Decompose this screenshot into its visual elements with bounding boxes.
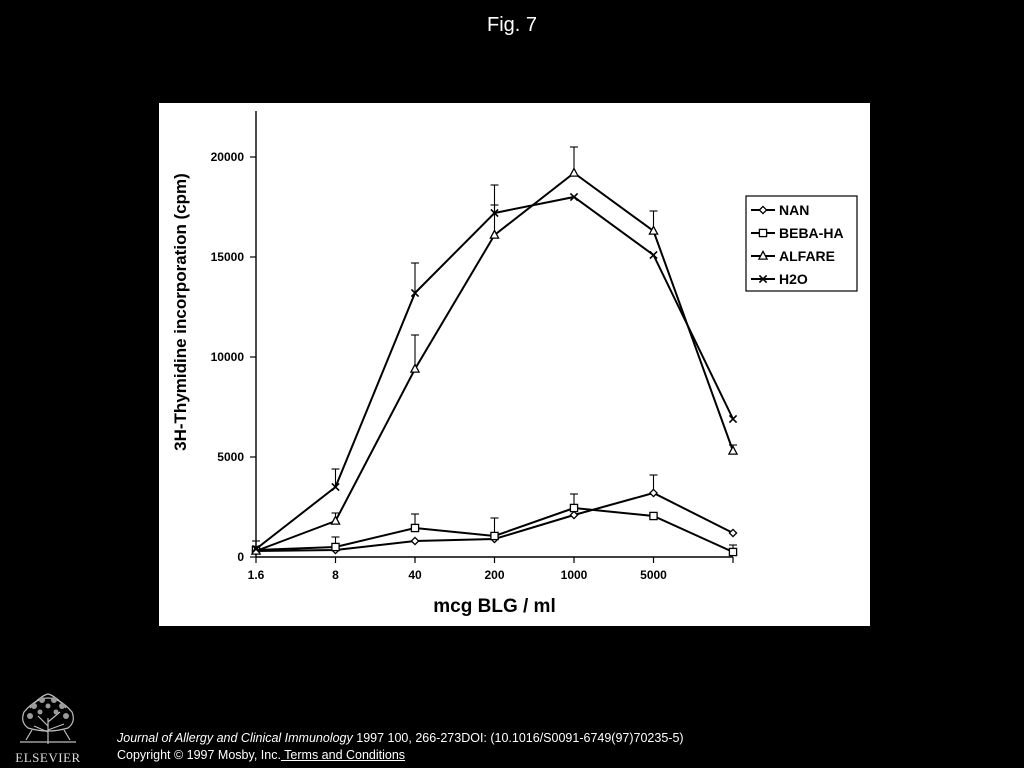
legend-marker-nan [758, 205, 768, 215]
data-point-alfare [648, 225, 659, 235]
y-tick-label: 15000 [211, 250, 245, 264]
data-point-beba-ha [649, 511, 658, 521]
y-axis-label: 3H-Thymidine incorporation (cpm) [171, 173, 190, 451]
data-point-h2o [490, 208, 499, 218]
x-tick-label: 200 [484, 568, 504, 582]
legend-marker-alfare [757, 250, 769, 260]
data-point-nan [648, 488, 659, 498]
legend-marker-h2o [758, 274, 768, 284]
data-point-beba-ha [728, 547, 738, 557]
journal-name: Journal of Allergy and Clinical Immunolo… [117, 731, 353, 745]
logo-wordmark: ELSEVIER [15, 750, 80, 765]
data-point-h2o [410, 288, 420, 298]
data-point-nan [728, 528, 738, 538]
line-chart: 0 5000 10000 15000 20000 1.6 8 40 200 1000 5000 mcg… [171, 111, 858, 617]
chart-panel: 0 5000 10000 15000 20000 1.6 8 40 200 1000 5000 mcg… [159, 103, 870, 626]
terms-link[interactable]: Terms and Conditions [280, 748, 406, 762]
data-point-beba-ha [569, 503, 579, 513]
legend-marker-beba-ha [758, 228, 768, 238]
x-axis-label: mcg BLG / ml [433, 596, 555, 617]
legend-label-nan: NAN [779, 202, 809, 218]
data-point-h2o [728, 414, 738, 424]
legend-label-beba-ha: BEBA-HA [779, 225, 844, 241]
copyright-text: Copyright © 1997 Mosby, Inc. [117, 748, 281, 762]
copyright-line: Copyright © 1997 Mosby, Inc. Terms and C… [117, 747, 684, 764]
data-point-alfare [489, 229, 500, 239]
citation-line: Journal of Allergy and Clinical Immunolo… [117, 730, 684, 747]
data-point-alfare [409, 363, 421, 373]
data-point-h2o [331, 482, 340, 492]
figure-title: Fig. 7 [486, 14, 538, 36]
legend-label-alfare: ALFARE [779, 248, 835, 264]
y-tick-label: 0 [237, 550, 244, 564]
data-point-beba-ha [331, 542, 340, 552]
data-point-beba-ha [490, 531, 499, 541]
y-tick-label: 20000 [211, 150, 245, 164]
data-point-h2o [649, 250, 658, 260]
elsevier-logo: ELSEVIER [10, 682, 86, 766]
data-point-nan [410, 536, 420, 546]
legend-label-h2o: H2O [779, 271, 808, 287]
data-point-alfare [727, 445, 739, 455]
x-tick-label: 8 [332, 568, 339, 582]
x-tick-label: 1.6 [248, 568, 265, 582]
data-point-nan [569, 510, 579, 520]
citation-block: Journal of Allergy and Clinical Immunolo… [117, 730, 684, 764]
data-point-alfare [330, 515, 341, 525]
x-tick-label: 1000 [561, 568, 588, 582]
y-tick-label: 10000 [211, 350, 245, 364]
data-point-alfare [568, 167, 580, 177]
data-point-h2o [569, 192, 579, 202]
x-tick-label: 40 [408, 568, 422, 582]
data-point-h2o [251, 544, 261, 554]
x-tick-label: 5000 [640, 568, 667, 582]
y-tick-label: 5000 [217, 450, 244, 464]
citation-details: 1997 100, 266-273DOI: (10.1016/S0091-674… [352, 731, 684, 745]
data-point-beba-ha [410, 523, 420, 533]
